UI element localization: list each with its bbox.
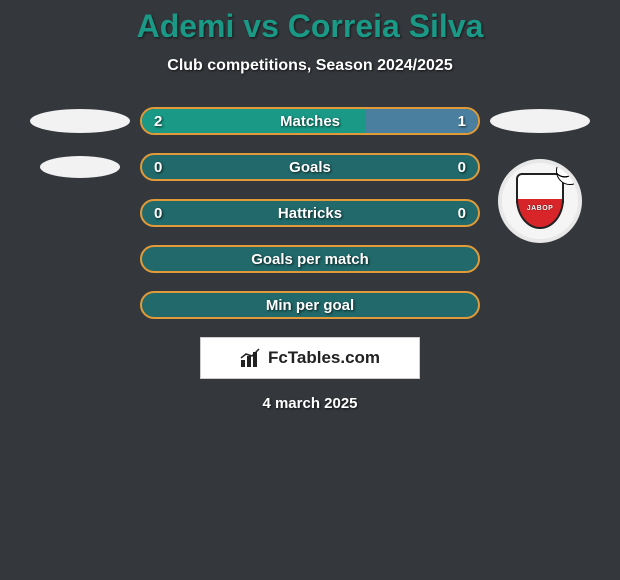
stat-label: Matches (142, 113, 478, 130)
stat-bar: 0 Hattricks 0 (140, 199, 480, 227)
player-right-ellipse (490, 109, 590, 133)
stat-bar: 0 Goals 0 (140, 153, 480, 181)
shield-bottom (516, 199, 564, 229)
comparison-card: Ademi vs Correia Silva Club competitions… (0, 0, 620, 412)
stat-right-value: 0 (458, 159, 466, 176)
stat-right-value: 0 (458, 205, 466, 222)
stat-right-value: 1 (458, 113, 466, 130)
brand-text: FcTables.com (268, 348, 380, 368)
stat-bar: 2 Matches 1 (140, 107, 480, 135)
stat-label: Min per goal (142, 297, 478, 314)
left-side-slot (20, 156, 140, 178)
soccer-ball-icon (556, 159, 582, 185)
stat-row: Goals per match (0, 241, 620, 277)
stat-row: Min per goal (0, 287, 620, 323)
player-left-ellipse (40, 156, 120, 178)
right-side-slot (480, 109, 600, 133)
stat-label: Goals (142, 159, 478, 176)
stat-row: 2 Matches 1 (0, 103, 620, 139)
badge-text: JABOP (516, 205, 564, 212)
page-title: Ademi vs Correia Silva (0, 8, 620, 45)
player-left-ellipse (30, 109, 130, 133)
club-badge: JABOP (498, 159, 582, 243)
stat-bar: Goals per match (140, 245, 480, 273)
stat-row: 0 Goals 0 JABOP (0, 149, 620, 185)
shield-icon: JABOP (516, 173, 564, 229)
stat-bar: Min per goal (140, 291, 480, 319)
left-side-slot (20, 109, 140, 133)
page-subtitle: Club competitions, Season 2024/2025 (0, 57, 620, 75)
footer-date: 4 march 2025 (0, 395, 620, 412)
stat-label: Goals per match (142, 251, 478, 268)
bar-chart-icon (240, 348, 262, 368)
brand-attribution[interactable]: FcTables.com (200, 337, 420, 379)
stat-label: Hattricks (142, 205, 478, 222)
